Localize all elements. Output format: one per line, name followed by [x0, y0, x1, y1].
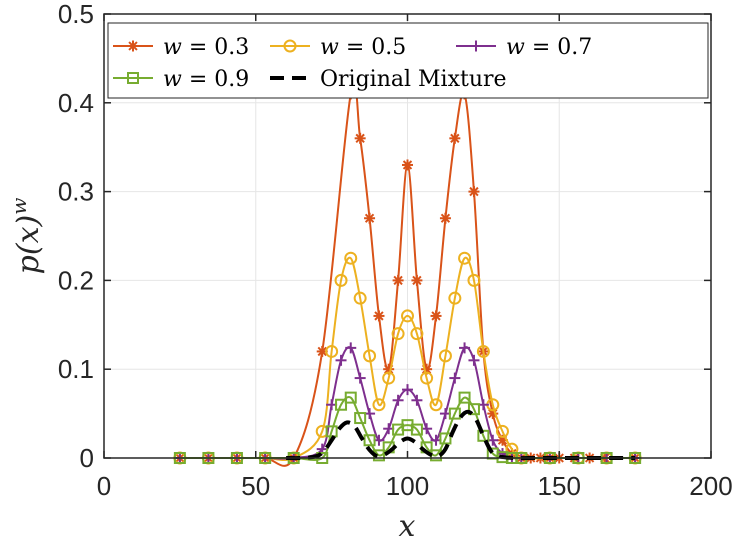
- data-point: [127, 72, 139, 84]
- data-point: [127, 40, 139, 52]
- x-tick-label: 150: [538, 471, 581, 501]
- y-tick-label: 0.3: [58, 177, 94, 207]
- legend-item: w = 0.3: [113, 35, 249, 60]
- data-point: [373, 310, 385, 322]
- data-point: [353, 291, 367, 305]
- data-point: [382, 371, 396, 385]
- legend-label: Original Mixture: [320, 67, 507, 92]
- data-point: [402, 384, 413, 396]
- data-point: [344, 391, 357, 404]
- y-axis-label-exponent: w: [7, 198, 31, 215]
- data-point: [448, 407, 461, 420]
- legend: w = 0.3 w = 0.5 w = 0.7 w = 0.9 Original Mix…: [107, 22, 709, 99]
- data-point: [495, 424, 509, 438]
- data-point: [334, 273, 348, 287]
- legend-item: Original Mixture: [270, 67, 507, 92]
- data-point: [477, 429, 490, 442]
- legend-label: w = 0.7: [506, 35, 592, 60]
- data-point: [401, 309, 414, 323]
- data-point: [429, 398, 443, 412]
- data-point: [392, 274, 404, 286]
- legend-label: w = 0.3: [163, 35, 249, 60]
- data-point: [410, 327, 424, 341]
- data-point: [459, 342, 471, 354]
- data-point: [283, 39, 297, 53]
- y-tick-label: 0: [80, 443, 94, 473]
- ticks: 0 50 100 150 200 0 0.1 0.2 0.3 0.4 0.5: [58, 0, 733, 501]
- y-tick-label: 0.2: [58, 265, 94, 295]
- data-point: [410, 423, 423, 436]
- y-tick-label: 0.5: [58, 0, 94, 29]
- legend-label: w = 0.9: [163, 67, 249, 92]
- data-point: [458, 391, 471, 404]
- data-point: [392, 394, 404, 406]
- series-line: [179, 256, 636, 461]
- data-point: [344, 251, 358, 265]
- data-point: [468, 186, 480, 198]
- data-point: [421, 423, 433, 435]
- svg-text:p(x)w: p(x)w: [7, 198, 46, 275]
- series-line: [286, 409, 636, 461]
- data-point: [354, 412, 367, 425]
- data-point: [372, 398, 386, 412]
- legend-item: w = 0.5: [270, 35, 406, 60]
- x-tick-label: 50: [241, 471, 270, 501]
- data-point: [467, 273, 481, 287]
- series-4: [286, 409, 636, 461]
- legend-label: w = 0.5: [320, 35, 406, 60]
- y-tick-label: 0.4: [58, 88, 94, 118]
- data-point: [439, 432, 452, 445]
- x-tick-label: 0: [97, 471, 111, 501]
- data-point: [411, 394, 423, 406]
- data-point: [467, 403, 480, 416]
- data-point: [449, 132, 461, 144]
- data-point: [316, 345, 328, 357]
- data-point: [325, 425, 338, 438]
- data-point: [354, 132, 366, 144]
- data-point: [449, 372, 461, 384]
- data-point: [438, 349, 452, 363]
- x-axis-label: x: [399, 509, 416, 544]
- legend-box: [107, 22, 709, 99]
- data-point: [364, 212, 376, 224]
- data-point: [439, 212, 451, 224]
- data-point: [354, 372, 366, 384]
- data-point: [363, 434, 376, 447]
- data-point: [458, 251, 472, 265]
- legend-item: w = 0.9: [113, 67, 249, 92]
- data-point: [476, 344, 490, 358]
- data-point: [335, 398, 348, 411]
- y-axis-label: p(x)w: [7, 198, 46, 275]
- data-point: [470, 40, 482, 52]
- data-point: [430, 310, 442, 322]
- data-point: [411, 274, 423, 286]
- x-tick-label: 200: [689, 471, 732, 501]
- data-point: [335, 354, 347, 366]
- y-tick-label: 0.1: [58, 354, 94, 384]
- data-point: [402, 159, 413, 171]
- data-point: [345, 342, 357, 354]
- data-point: [363, 349, 377, 363]
- data-point: [325, 344, 339, 358]
- data-point: [391, 327, 405, 341]
- data-point: [468, 354, 480, 366]
- data-point: [448, 291, 462, 305]
- x-tick-label: 100: [386, 471, 429, 501]
- data-point: [420, 371, 434, 385]
- legend-item: w = 0.7: [456, 35, 592, 60]
